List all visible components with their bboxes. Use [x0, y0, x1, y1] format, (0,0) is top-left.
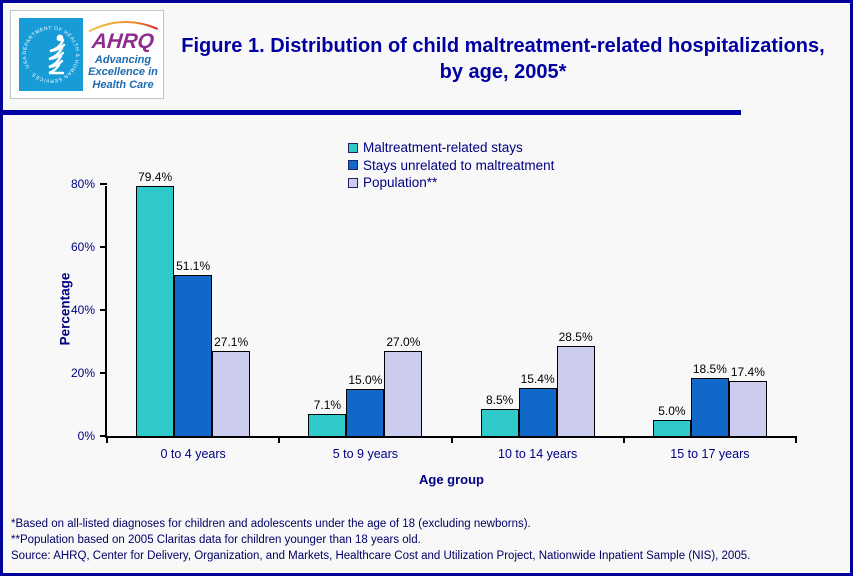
ahrq-logo: AHRQ Advancing Excellence in Health Care: [87, 18, 159, 91]
bar-value-label: 17.4%: [730, 365, 765, 380]
plot-area: Age group 0% 20% 40% 60% 80% 79.4% 51.1% 27.1% 0…: [71, 170, 797, 487]
figure-title: Figure 1. Distribution of child maltreat…: [181, 35, 825, 83]
bar-maltreatment-related-stays: 7.1%: [308, 398, 347, 436]
ahrq-acronym: AHRQ: [90, 29, 156, 53]
bar-stays-unrelated-to-maltreatment: 15.0%: [346, 373, 385, 436]
bar-maltreatment-related-stays: 8.5%: [480, 393, 519, 436]
footnote-line: *Based on all-listed diagnoses for child…: [11, 518, 531, 530]
bar-population: 28.5%: [556, 330, 595, 436]
y-axis-tick: [100, 309, 107, 311]
bar-value-label: 27.1%: [214, 334, 249, 349]
ahrq-tagline: Advancing Excellence in Health Care: [88, 53, 158, 91]
bar-group-5-to-9-years: 7.1% 15.0% 27.0%: [279, 186, 451, 436]
bar-population: 27.1%: [212, 335, 251, 436]
x-axis-tick: [450, 436, 453, 443]
x-category-label: 10 to 14 years: [498, 447, 578, 461]
legend-label: Stays unrelated to maltreatment: [363, 157, 555, 173]
bar-maltreatment-related-stays: 79.4%: [136, 170, 175, 436]
y-axis-tick: [100, 435, 107, 437]
x-axis-tick: [795, 436, 797, 443]
legend-swatch-icon: [348, 142, 358, 153]
bar-value-label: 28.5%: [558, 330, 593, 345]
bar-stays-unrelated-to-maltreatment: 15.4%: [518, 372, 557, 436]
bar-value-label: 8.5%: [485, 393, 514, 408]
y-axis-tick-label: 80%: [70, 177, 95, 191]
y-axis-tick-label: 60%: [70, 240, 95, 254]
legend-item-stays-unrelated-to-maltreatment: Stays unrelated to maltreatment: [348, 157, 554, 175]
bar-value-label: 5.0%: [658, 404, 686, 419]
agency-logo: DEPARTMENT OF HEALTH & HUMAN SERVICES · …: [10, 10, 164, 99]
legend-item-population: Population**: [348, 174, 554, 192]
y-axis-tick-label: 40%: [70, 303, 95, 317]
legend-item-maltreatment-related-stays: Maltreatment-related stays: [348, 139, 554, 157]
hhs-eagle-icon: DEPARTMENT OF HEALTH & HUMAN SERVICES · …: [22, 25, 80, 83]
bar-value-label: 51.1%: [176, 259, 211, 274]
footnotes: *Based on all-listed diagnoses for child…: [11, 516, 841, 564]
y-axis-tick: [100, 246, 107, 248]
legend-label: Maltreatment-related stays: [363, 140, 523, 156]
bar-stays-unrelated-to-maltreatment: 51.1%: [174, 259, 213, 436]
hhs-seal-text: DEPARTMENT OF HEALTH & HUMAN SERVICES · …: [22, 25, 80, 83]
bar-group-15-to-17-years: 5.0% 18.5% 17.4%: [624, 186, 796, 436]
y-axis-tick: [100, 372, 107, 374]
x-axis-title: Age group: [419, 472, 484, 487]
x-axis-tick: [622, 436, 625, 443]
bar-maltreatment-related-stays: 5.0%: [652, 404, 691, 436]
legend-swatch-icon: [348, 160, 358, 171]
hhs-logo: DEPARTMENT OF HEALTH & HUMAN SERVICES · …: [19, 18, 83, 91]
bar-value-label: 15.0%: [348, 372, 383, 387]
bar-value-label: 15.4%: [520, 371, 555, 386]
x-category-label: 0 to 4 years: [160, 447, 226, 461]
bar-group-0-to-4-years: 79.4% 51.1% 27.1%: [107, 170, 279, 436]
bar-population: 17.4%: [728, 365, 767, 436]
x-axis-tick: [278, 436, 281, 443]
x-category-label: 5 to 9 years: [332, 447, 399, 461]
legend: Maltreatment-related stays Stays unrelate…: [348, 139, 554, 192]
x-axis-tick: [106, 436, 108, 443]
y-axis-tick-label: 20%: [70, 366, 95, 380]
y-axis-tick-label: 0%: [77, 429, 95, 443]
svg-text:DEPARTMENT OF HEALTH & HUMAN S: DEPARTMENT OF HEALTH & HUMAN SERVICES · …: [22, 25, 80, 83]
bar-value-label: 18.5%: [692, 361, 727, 376]
bar-group-10-to-14-years: 8.5% 15.4% 28.5%: [452, 186, 624, 436]
bar-population: 27.0%: [384, 335, 423, 436]
x-category-label: 15 to 17 years: [670, 447, 750, 461]
footnote-line: Source: AHRQ, Center for Delivery, Organ…: [11, 550, 751, 562]
bar-value-label: 79.4%: [138, 169, 173, 184]
legend-label: Population**: [363, 175, 438, 191]
y-axis-tick: [100, 183, 107, 185]
header-divider: [3, 110, 741, 115]
footnote-line: **Population based on 2005 Claritas data…: [11, 534, 421, 546]
bar-stays-unrelated-to-maltreatment: 18.5%: [690, 362, 729, 436]
bar-value-label: 7.1%: [313, 397, 342, 412]
legend-swatch-icon: [348, 177, 358, 188]
ahrq-arc-icon: [88, 21, 159, 32]
bar-value-label: 27.0%: [386, 334, 421, 349]
